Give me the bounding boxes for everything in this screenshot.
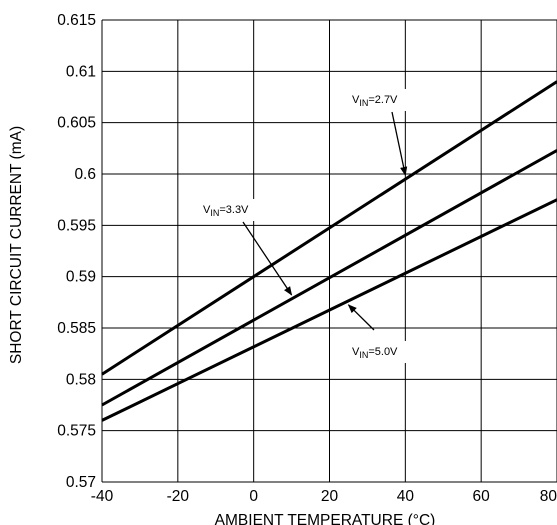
grid	[101, 19, 557, 483]
annotation-arrow	[242, 221, 293, 296]
y-tick-label: 0.605	[57, 115, 96, 132]
series-lines	[101, 80, 557, 422]
annotation-background	[346, 89, 412, 111]
y-tick-label: 0.57	[66, 474, 96, 491]
y-tick-label: 0.595	[57, 217, 96, 234]
annotation-background	[197, 199, 263, 221]
y-tick-label: 0.6	[74, 166, 96, 183]
y-tick-label: 0.61	[66, 63, 96, 80]
x-tick-label: -20	[167, 488, 190, 505]
annotation-arrow	[347, 304, 375, 331]
y-axis-title: SHORT CIRCUIT CURRENT (mA)	[8, 126, 25, 364]
y-tick-label: 0.575	[57, 423, 96, 440]
y-tick-label: 0.59	[66, 269, 96, 286]
annotations: VIN=2.7V VIN=3.3V VIN=5.0V	[197, 89, 412, 363]
series-line-1	[101, 80, 557, 376]
x-tick-label: 0	[249, 488, 258, 505]
x-tick-label: -40	[91, 488, 114, 505]
tick-labels: 0.615 0.61 0.605 0.6 0.595 0.59 0.585 0.58 0.575…	[57, 12, 557, 505]
x-tick-label: 60	[473, 488, 491, 505]
y-tick-label: 0.585	[57, 320, 96, 337]
annotation-arrow	[391, 111, 408, 177]
x-tick-label: 80	[540, 488, 557, 505]
y-tick-label: 0.615	[57, 12, 96, 29]
series-label-1: VIN=2.7V	[352, 94, 398, 108]
x-tick-label: 40	[397, 488, 415, 505]
series-line-2	[101, 149, 557, 407]
x-tick-label: 20	[321, 488, 339, 505]
series-label-3: VIN=5.0V	[352, 346, 398, 360]
series-label-2: VIN=3.3V	[203, 204, 249, 218]
y-tick-label: 0.58	[66, 371, 96, 388]
x-axis-title: AMBIENT TEMPERATURE (°C)	[215, 512, 436, 525]
annotation-background	[346, 341, 412, 363]
series-line-3	[101, 198, 557, 422]
